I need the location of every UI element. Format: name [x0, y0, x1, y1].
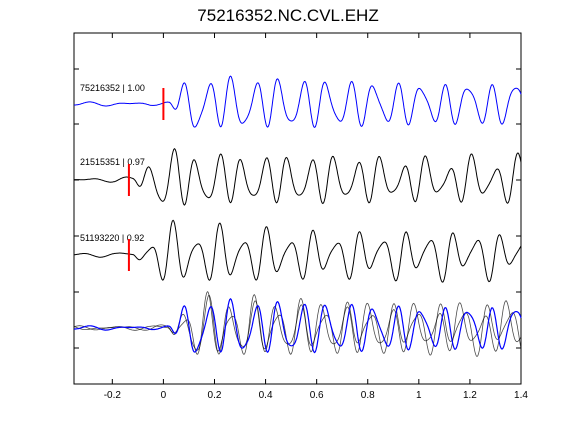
axes-frame	[73, 32, 522, 385]
trace-label: 75216352 | 1.00	[80, 83, 145, 93]
overlay-trace-line	[73, 291, 522, 358]
x-tick-label: 1	[416, 390, 422, 401]
trace-line	[73, 219, 522, 283]
x-tick-label: 0.4	[259, 390, 273, 401]
trace-label: 51193220 | 0.92	[80, 233, 144, 243]
overlay-trace-line	[73, 294, 522, 355]
x-tick-label: 1.2	[463, 390, 477, 401]
x-tick-label: -0.2	[104, 390, 122, 401]
x-tick-label: 1.4	[514, 390, 528, 401]
x-tick-label: 0.2	[208, 390, 222, 401]
trace-label: 21515351 | 0.97	[80, 157, 145, 167]
trace-line	[74, 75, 522, 129]
trace-line	[73, 148, 522, 206]
x-tick-label: 0.8	[361, 390, 375, 401]
overlay-trace-line	[73, 297, 522, 354]
x-tick-label: 0	[161, 390, 167, 401]
x-tick-label: 0.6	[310, 390, 324, 401]
chart-title: 75216352.NC.CVL.EHZ	[197, 6, 379, 25]
